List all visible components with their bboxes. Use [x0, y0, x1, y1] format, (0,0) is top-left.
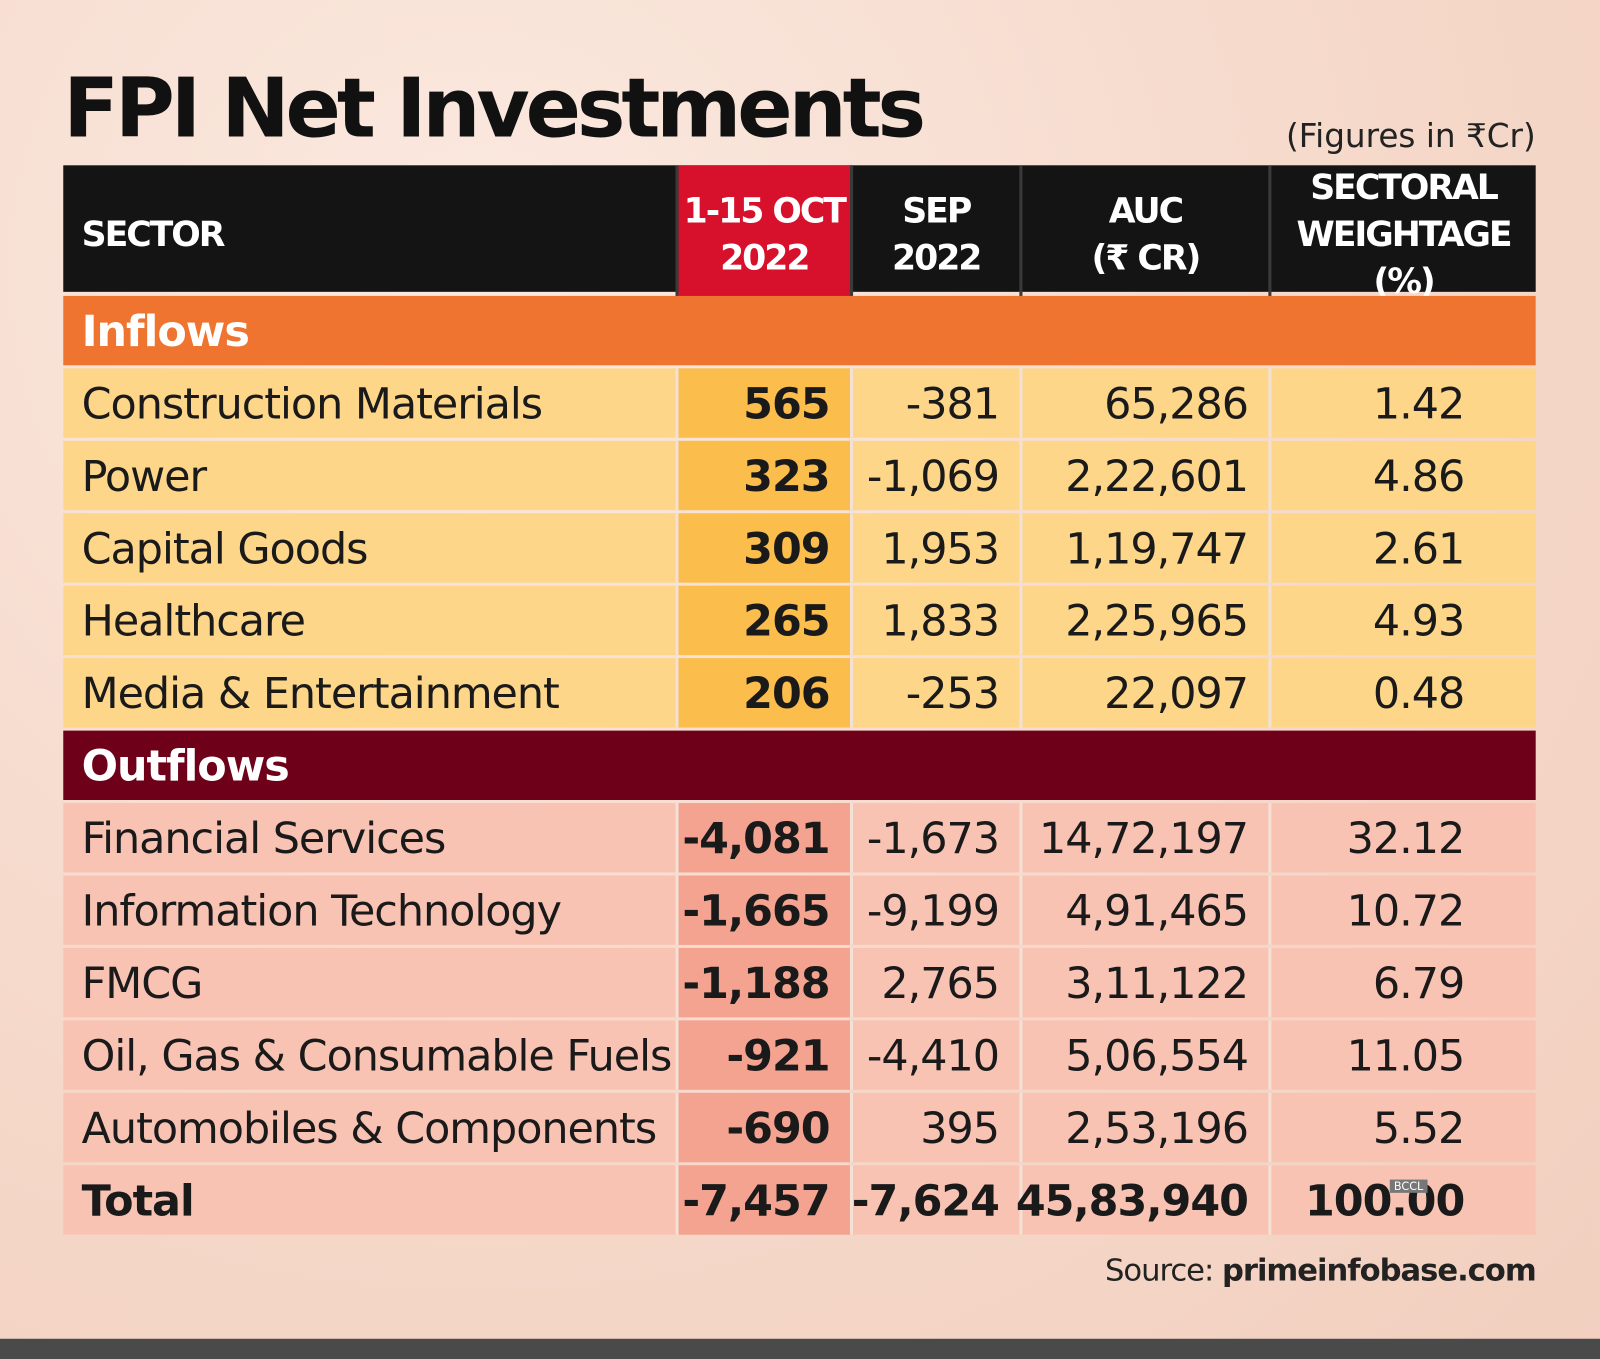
- value-cell: 2,22,601: [1022, 440, 1272, 511]
- header-cell: SECTORAL WEIGHTAGE (%): [1271, 165, 1535, 305]
- value-cell: 10.72: [1346, 885, 1466, 936]
- header-cell: SEP 2022: [853, 165, 1023, 306]
- sector-cell: Media & Entertainment: [63, 658, 679, 728]
- value-cell: 323: [678, 440, 854, 511]
- value-cell: 22,097: [1022, 658, 1272, 728]
- table-row: Power 323 -1,069 2,22,601 4.86: [63, 440, 1536, 511]
- table-row: Total -7,457 -7,624 45,83,940 100.00: [63, 1165, 1536, 1235]
- header-text: SECTOR: [81, 214, 226, 255]
- header-cell: 1-15 OCT 2022: [678, 165, 854, 306]
- sector-cell: Capital Goods: [63, 513, 679, 583]
- value-cell: -381: [853, 368, 1023, 438]
- header-text: 2022: [720, 237, 810, 279]
- header-text: (₹ CR): [1091, 237, 1201, 279]
- value-cell: 1,833: [853, 585, 1023, 656]
- value-cell: -1,665: [678, 875, 854, 945]
- value-cell: -1,673: [853, 803, 1023, 873]
- value-cell: 395: [853, 1092, 1023, 1163]
- value-cell: -4,410: [853, 1020, 1023, 1090]
- source-site: primeinfobase.com: [1221, 1253, 1537, 1289]
- table-row: Financial Services -4,081 -1,673 14,72,197 3…: [63, 803, 1536, 873]
- header-text: WEIGHTAGE (%): [1296, 214, 1513, 302]
- value-cell: 1,953: [853, 513, 1023, 583]
- value-cell: 206: [678, 658, 854, 728]
- header-text: SEP: [902, 190, 972, 232]
- value-cell: -7,624: [852, 1165, 1023, 1235]
- value-cell: 45,83,940: [1016, 1165, 1272, 1235]
- header-text: SECTORAL: [1310, 167, 1499, 209]
- section-band: Outflows: [63, 730, 1536, 800]
- value-cell: 1.42: [1372, 378, 1465, 429]
- table-row: Media & Entertainment 206 -253 22,097 0.48: [63, 658, 1536, 728]
- table-row: Automobiles & Components -690 395 2,53,196 5…: [63, 1092, 1536, 1163]
- sector-cell: Oil, Gas & Consumable Fuels: [63, 1020, 679, 1090]
- value-cell: -4,081: [678, 803, 854, 873]
- table-row: Healthcare 265 1,833 2,25,965 4.93: [63, 585, 1536, 656]
- value-cell: -9,199: [853, 875, 1023, 945]
- value-cell: -1,188: [678, 947, 854, 1018]
- value-cell: 100.00: [1305, 1174, 1465, 1225]
- source: Source: primeinfobase.com: [1104, 1253, 1537, 1289]
- bottom-bar: [0, 1338, 1600, 1359]
- section-band: Inflows: [63, 295, 1536, 366]
- header-text: AUC: [1108, 190, 1184, 232]
- value-cell: 6.79: [1372, 957, 1465, 1008]
- value-cell: 2,53,196: [1022, 1092, 1272, 1163]
- value-cell: -921: [678, 1020, 854, 1090]
- value-cell: 5,06,554: [1022, 1020, 1272, 1090]
- table-row: Construction Materials 565 -381 65,286 1.42: [63, 368, 1536, 438]
- header-text: 2022: [892, 237, 982, 279]
- value-cell: -253: [853, 658, 1023, 728]
- value-cell: 32.12: [1346, 812, 1466, 863]
- value-cell: 2,25,965: [1022, 585, 1272, 656]
- value-cell: 2,765: [853, 947, 1023, 1018]
- table-row: FMCG -1,188 2,765 3,11,122 6.79: [63, 947, 1536, 1018]
- watermark: BCCL: [1389, 1179, 1428, 1193]
- value-cell: 309: [678, 513, 854, 583]
- sector-cell: Information Technology: [63, 875, 679, 945]
- header-cell: AUC (₹ CR): [1022, 165, 1272, 306]
- source-label: Source:: [1104, 1253, 1214, 1289]
- table-row: Capital Goods 309 1,953 1,19,747 2.61: [63, 513, 1536, 583]
- table-row: Information Technology -1,665 -9,199 4,91,4…: [63, 875, 1536, 945]
- value-cell: -1,069: [853, 440, 1023, 511]
- sector-cell: Healthcare: [63, 585, 679, 656]
- value-cell: 565: [678, 368, 854, 438]
- value-cell: 4,91,465: [1022, 875, 1272, 945]
- table: SECTOR 1-15 OCT 2022 SEP 2022 AUC (₹ CR) SECTOR…: [63, 165, 1536, 1235]
- sector-cell: Financial Services: [63, 803, 679, 873]
- value-cell: 1,19,747: [1022, 513, 1272, 583]
- sector-cell: FMCG: [63, 947, 679, 1018]
- sector-cell: Total: [63, 1165, 679, 1235]
- value-cell: 11.05: [1346, 1030, 1466, 1081]
- header-row: SECTOR 1-15 OCT 2022 SEP 2022 AUC (₹ CR) SECTOR…: [63, 165, 1536, 306]
- title: FPI Net Investments: [63, 61, 926, 157]
- value-cell: 14,72,197: [1022, 803, 1272, 873]
- units-note: (Figures in ₹Cr): [1285, 116, 1536, 156]
- value-cell: -7,457: [678, 1165, 854, 1235]
- value-cell: 4.86: [1372, 450, 1465, 501]
- value-cell: -690: [678, 1092, 854, 1163]
- value-cell: 4.93: [1372, 595, 1465, 646]
- value-cell: 5.52: [1372, 1102, 1465, 1153]
- table-row: Oil, Gas & Consumable Fuels -921 -4,410 5,0…: [63, 1020, 1536, 1090]
- value-cell: 265: [678, 585, 854, 656]
- header-cell: SECTOR: [63, 165, 679, 306]
- value-cell: 0.48: [1372, 667, 1465, 718]
- header-text: 1-15 OCT: [683, 190, 847, 232]
- value-cell: 3,11,122: [1022, 947, 1272, 1018]
- sector-cell: Power: [63, 440, 679, 511]
- sector-cell: Construction Materials: [63, 368, 679, 438]
- sector-cell: Automobiles & Components: [63, 1092, 679, 1163]
- value-cell: 2.61: [1372, 522, 1465, 573]
- value-cell: 65,286: [1022, 368, 1272, 438]
